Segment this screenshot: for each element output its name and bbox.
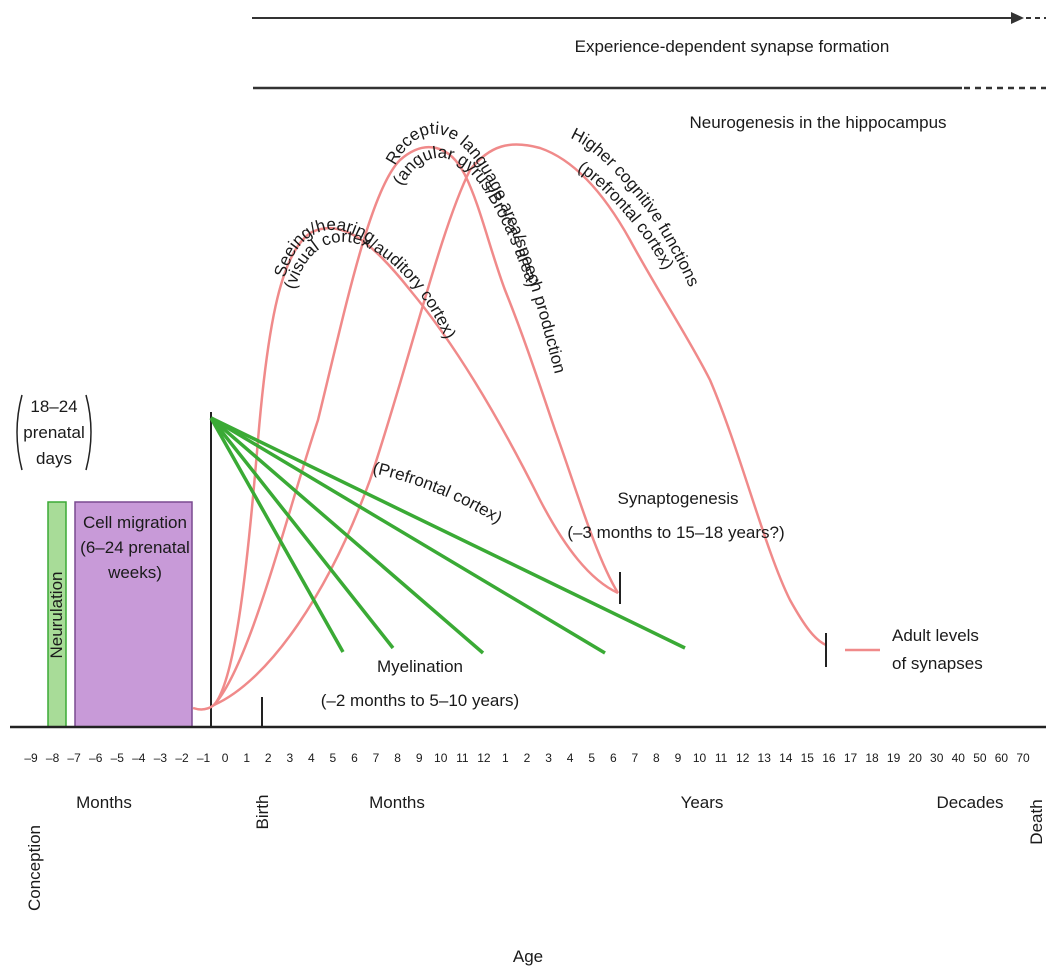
age-tick-label: 6 <box>610 751 617 765</box>
age-tick-label: 1 <box>502 751 509 765</box>
age-tick-label: 16 <box>822 751 836 765</box>
age-tick-label: 7 <box>373 751 380 765</box>
age-tick-label: –7 <box>67 751 81 765</box>
myelination-line-4 <box>210 416 606 655</box>
receptive-language-curve <box>213 145 620 706</box>
age-tick-label: 13 <box>758 751 772 765</box>
age-tick-label: 70 <box>1016 751 1030 765</box>
myelination-line-1 <box>209 417 345 653</box>
age-axis-title: Age <box>513 947 543 966</box>
decades-label: Decades <box>936 793 1003 812</box>
neurulation-box: Neurulation <box>47 501 67 728</box>
age-tick-label: 17 <box>844 751 858 765</box>
prenatal-months-label: Months <box>76 793 132 812</box>
age-tick-label: 10 <box>693 751 707 765</box>
neurulation-label: Neurulation <box>47 572 66 659</box>
age-tick-label: 9 <box>416 751 423 765</box>
age-tick-label: 6 <box>351 751 358 765</box>
age-tick-label: 2 <box>265 751 272 765</box>
age-tick-label: 11 <box>456 751 469 765</box>
age-tick-label: 4 <box>308 751 315 765</box>
seeing-hearing-curve <box>192 226 619 711</box>
age-tick-label: 8 <box>653 751 660 765</box>
age-tick-label: 15 <box>801 751 815 765</box>
age-tick-label: 60 <box>995 751 1009 765</box>
age-tick-label: –4 <box>132 751 146 765</box>
prefrontal-cortex-label: (Prefrontal cortex) <box>371 458 506 527</box>
cell-migration-line-3: weeks) <box>107 563 162 582</box>
age-tick-label: 3 <box>286 751 293 765</box>
age-tick-label: 5 <box>330 751 337 765</box>
adult-levels-sublabel: of synapses <box>892 654 983 673</box>
cell-migration-line-1: Cell migration <box>83 513 187 532</box>
age-tick-label: 10 <box>434 751 448 765</box>
age-tick-label: 20 <box>909 751 923 765</box>
age-tick-label: –9 <box>24 751 38 765</box>
postnatal-months-label: Months <box>369 793 425 812</box>
age-tick-label: 19 <box>887 751 901 765</box>
age-tick-label: –5 <box>111 751 125 765</box>
age-tick-label: 14 <box>779 751 793 765</box>
seeing-hearing-sublabel: (visual cortex/auditory cortex) <box>280 227 459 342</box>
myelination-lines <box>209 416 686 655</box>
age-tick-label: –2 <box>175 751 189 765</box>
conception-label: Conception <box>25 825 44 911</box>
age-tick-label: –6 <box>89 751 103 765</box>
prenatal-days-line-3: days <box>36 449 72 468</box>
synaptogenesis-label: Synaptogenesis <box>618 489 739 508</box>
age-tick-label: –8 <box>46 751 60 765</box>
experience-dependent-label: Experience-dependent synapse formation <box>575 37 890 56</box>
neurogenesis-label: Neurogenesis in the hippocampus <box>689 113 946 132</box>
age-tick-label: 3 <box>545 751 552 765</box>
age-tick-label: 12 <box>736 751 750 765</box>
prenatal-days-label: 18–24 prenatal days <box>16 394 92 471</box>
age-tick-label: –3 <box>154 751 168 765</box>
years-label: Years <box>681 793 724 812</box>
synaptogenesis-range-label: (–3 months to 15–18 years?) <box>567 523 784 542</box>
age-tick-label: 18 <box>865 751 879 765</box>
myelination-label: Myelination <box>377 657 463 676</box>
age-tick-label: 2 <box>524 751 531 765</box>
age-tick-labels: –9 –8 –7 –6 –5 –4 –3 –2 –1 0 1 2 3 4 5 6 7 8 9 10 11 12 1 2 3 4 5 6… <box>24 751 1030 765</box>
age-tick-label: 9 <box>675 751 682 765</box>
age-tick-label: 7 <box>631 751 638 765</box>
myelination-line-5 <box>210 416 686 650</box>
adult-levels-label: Adult levels <box>892 626 979 645</box>
age-tick-label: 0 <box>222 751 229 765</box>
age-tick-label: 12 <box>477 751 491 765</box>
neurogenesis-bar: Neurogenesis in the hippocampus <box>253 86 1046 132</box>
myelination-line-2 <box>209 416 395 650</box>
cell-migration-line-2: (6–24 prenatal <box>80 538 190 557</box>
prenatal-days-line-2: prenatal <box>23 423 84 442</box>
age-tick-label: 5 <box>588 751 595 765</box>
myelination-range-label: (–2 months to 5–10 years) <box>321 691 519 710</box>
age-tick-label: 1 <box>243 751 250 765</box>
birth-label: Birth <box>253 795 272 830</box>
higher-cognitive-curve <box>213 143 827 707</box>
age-tick-label: –1 <box>197 751 211 765</box>
death-label: Death <box>1027 799 1046 844</box>
age-tick-label: 11 <box>715 751 728 765</box>
prenatal-days-line-1: 18–24 <box>30 397 77 416</box>
experience-dependent-bar: Experience-dependent synapse formation <box>252 12 1046 56</box>
cell-migration-box: Cell migration (6–24 prenatal weeks) <box>74 501 193 728</box>
age-tick-label: 4 <box>567 751 574 765</box>
myelination-line-3 <box>209 416 485 655</box>
age-tick-label: 30 <box>930 751 944 765</box>
age-tick-label: 50 <box>973 751 987 765</box>
age-tick-label: 40 <box>952 751 966 765</box>
arrow-head-icon <box>1011 12 1024 24</box>
age-tick-label: 8 <box>394 751 401 765</box>
